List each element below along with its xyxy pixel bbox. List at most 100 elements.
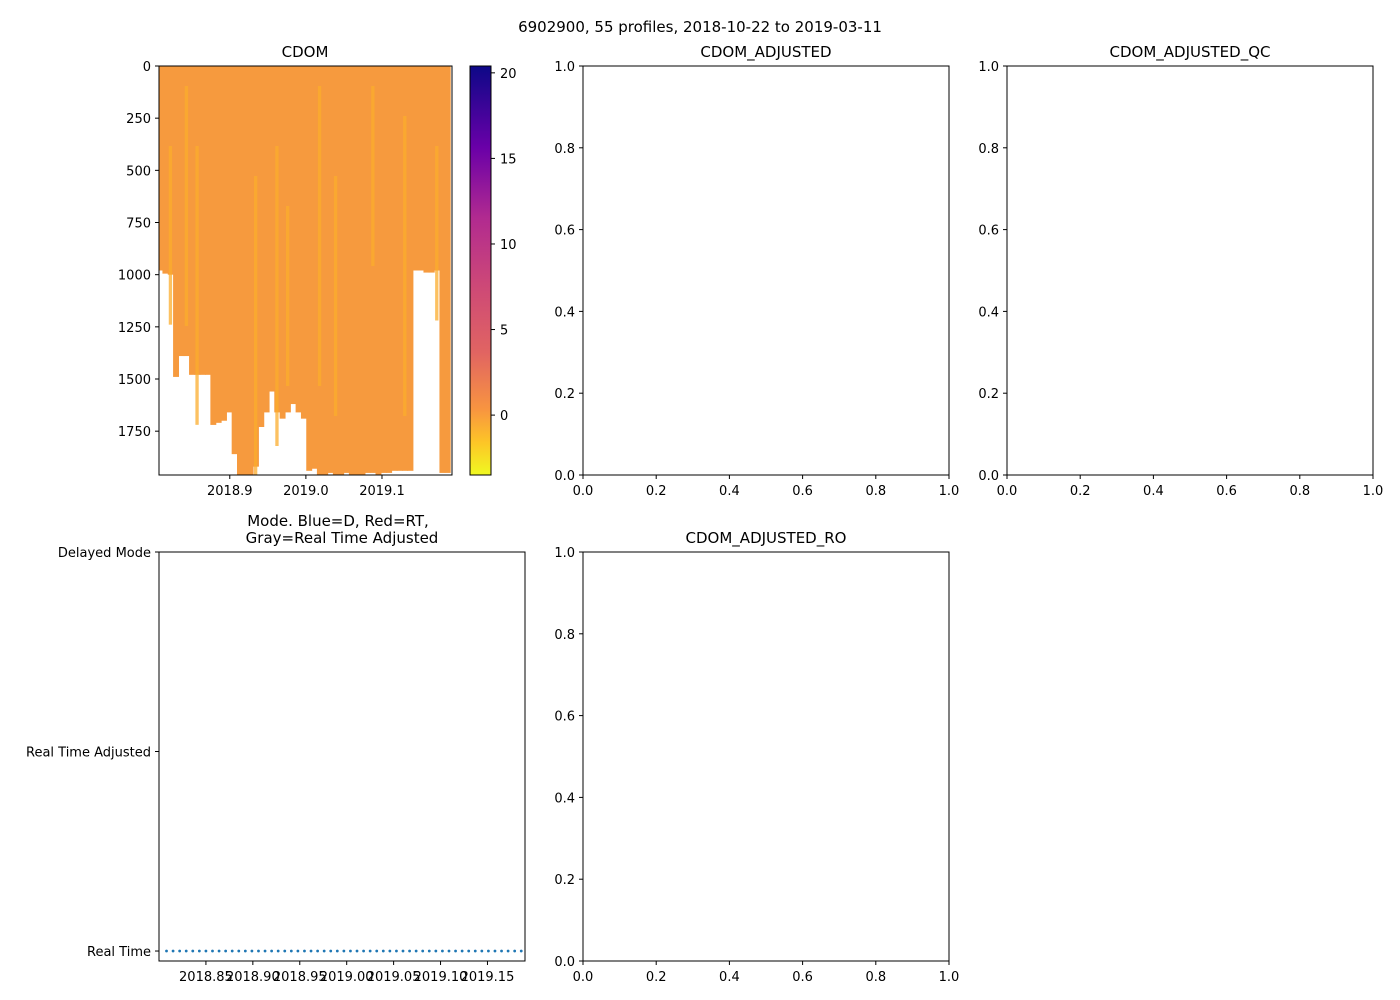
profile-highlight <box>317 86 322 386</box>
y-tick-label: 1.0 <box>978 60 999 75</box>
profile-highlight <box>184 86 189 326</box>
x-tick-label: 1.0 <box>939 484 960 499</box>
x-tick-label: 0.2 <box>646 484 667 499</box>
x-tick-label: 0.6 <box>792 484 813 499</box>
profile-column <box>391 66 398 471</box>
x-tick-label: 0.8 <box>865 970 886 985</box>
mode-point <box>480 949 484 953</box>
y-tick-label: 0.4 <box>978 305 999 320</box>
profile-column <box>439 66 446 473</box>
plot-frame <box>582 551 950 962</box>
x-tick-label: 2019.1 <box>359 484 405 499</box>
plot-frame <box>582 65 950 476</box>
y-tick-label: 0.0 <box>978 469 999 484</box>
profile-column <box>418 66 425 271</box>
profile-column <box>159 66 164 271</box>
mode-point <box>224 949 228 953</box>
mode-point <box>237 949 241 953</box>
profile-column <box>247 66 254 475</box>
y-tick-label: 0.8 <box>978 142 999 157</box>
panel-cdom-adjusted-ro: CDOM_ADJUSTED_RO 0.0 0.2 0.4 0.6 0.8 1.00.00.… <box>554 529 959 985</box>
profile-column <box>412 66 419 271</box>
profile-column <box>290 66 297 405</box>
profile-highlight <box>333 176 338 416</box>
profile-column <box>306 66 313 471</box>
profile-column <box>189 66 195 375</box>
profile-column <box>263 66 270 413</box>
x-tick-label: 1.0 <box>1363 484 1384 499</box>
profile-column <box>210 66 217 425</box>
x-tick-label: 0.8 <box>865 484 886 499</box>
x-tick-label: 0.2 <box>1070 484 1091 499</box>
profile-column <box>205 66 211 375</box>
profile-column <box>396 66 403 471</box>
profile-column <box>311 66 318 469</box>
figure-title: 6902900, 55 profiles, 2018-10-22 to 2019… <box>518 18 882 36</box>
mode-point <box>447 949 451 953</box>
mode-point <box>421 949 425 953</box>
mode-point <box>322 949 326 953</box>
mode-point <box>178 949 182 953</box>
profile-column <box>343 66 350 473</box>
profile-column <box>242 66 249 475</box>
mode-point <box>283 949 287 953</box>
mode-point <box>191 949 195 953</box>
axes-ticks: 0.0 0.2 0.4 0.6 0.8 1.0 0.0 0.2 0.4 0.6 0.8 1.0 <box>978 60 1383 499</box>
profile-column <box>226 66 233 413</box>
mode-point <box>473 949 477 953</box>
mode-point <box>513 949 517 953</box>
profile-column <box>375 66 382 475</box>
x-tick-label: 2018.9 <box>207 484 253 499</box>
mode-point <box>309 949 313 953</box>
y-tick-label: 1.0 <box>554 60 575 75</box>
x-tick-label: 2018.90 <box>226 970 280 985</box>
mode-point <box>257 949 260 953</box>
mode-point <box>414 949 418 953</box>
profile-highlight <box>253 176 258 475</box>
mode-point <box>434 949 438 953</box>
x-tick-label: 0.8 <box>1289 484 1310 499</box>
x-tick-label: 2019.15 <box>461 970 515 985</box>
axes-ticks: 2018.852018.902018.952019.002019.052019.… <box>26 546 514 985</box>
mode-point <box>316 949 319 953</box>
x-tick-label: 0.4 <box>1143 484 1164 499</box>
profile-column <box>215 66 222 423</box>
mode-point <box>441 949 444 953</box>
y-tick-label: 0.6 <box>554 710 575 725</box>
colorbar-tick-label: 10 <box>500 238 517 253</box>
x-tick-label: 0.2 <box>646 970 667 985</box>
mode-point <box>401 949 405 953</box>
mode-point <box>467 949 471 953</box>
mode-point <box>243 949 247 953</box>
mode-point <box>276 949 280 953</box>
y-tick-label: 500 <box>126 164 151 179</box>
mode-point <box>427 949 431 953</box>
mode-point <box>335 949 339 953</box>
panel-mode: Mode. Blue=D, Red=RT, Gray=Real Time Adj… <box>26 512 526 985</box>
colorbar: 0 5 10 15 20 <box>469 65 517 476</box>
profile-column <box>428 66 435 273</box>
profile-column <box>258 66 265 428</box>
profile-highlight <box>168 146 173 325</box>
mode-point <box>519 949 523 953</box>
y-tick-label: 1250 <box>118 321 151 336</box>
profile-highlight <box>403 116 407 416</box>
x-tick-label: 0.4 <box>719 970 740 985</box>
x-tick-label: 1.0 <box>939 970 960 985</box>
profile-column <box>162 66 169 274</box>
profile-column <box>221 66 227 421</box>
mode-point <box>368 949 372 953</box>
mode-point <box>230 949 234 953</box>
colorbar-tick-label: 15 <box>500 152 517 167</box>
x-tick-label: 2019.00 <box>320 970 374 985</box>
colorbar-tick-label: 0 <box>500 409 508 424</box>
profile-column <box>359 66 366 475</box>
y-tick-label: 0.6 <box>554 224 575 239</box>
profile-column <box>295 66 302 413</box>
x-tick-label: 2019.05 <box>367 970 421 985</box>
mode-point <box>506 949 510 953</box>
panel-title: CDOM_ADJUSTED <box>700 43 831 62</box>
profile-column <box>370 66 377 473</box>
y-axis: 0 250 500 750 1000 1250 1500 1750 <box>118 60 159 440</box>
axes-ticks: 0.0 0.2 0.4 0.6 0.8 1.0 0.0 0.2 0.4 0.6 0.8 1.0 <box>554 546 959 985</box>
